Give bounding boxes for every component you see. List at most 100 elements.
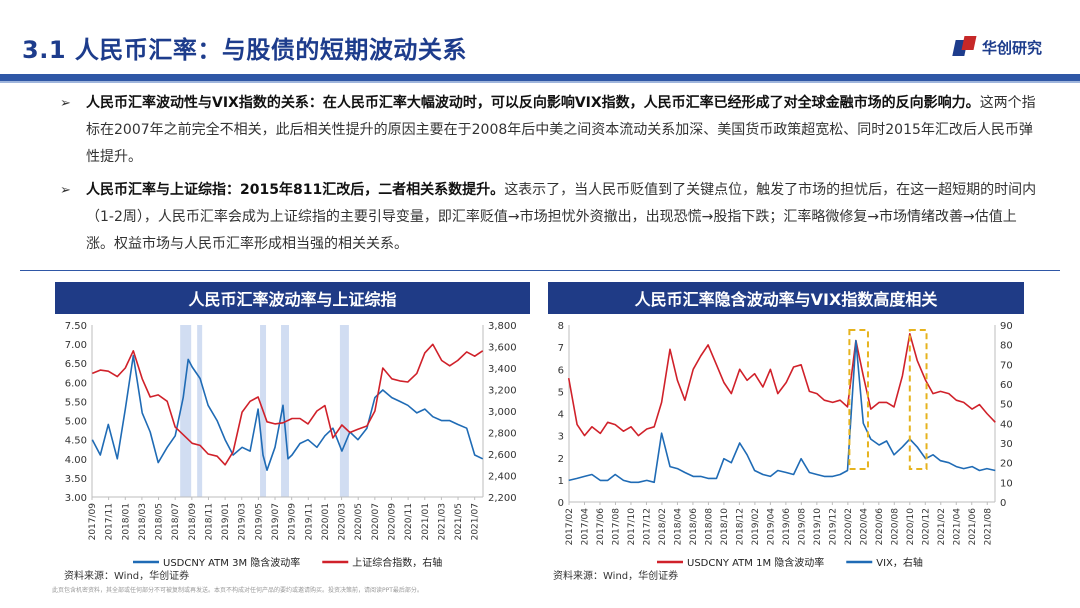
y-right-tick-label: 80 [1000,341,1013,352]
logo: 华创研究 [952,36,1042,58]
x-tick-label: 2019/04 [766,508,776,546]
y-right-tick-label: 3,600 [488,343,517,354]
x-tick-label: 2021/01 [421,503,431,540]
x-tick-label: 2021/06 [968,508,978,546]
right-chart-title: 人民币汇率隐含波动率与VIX指数高度相关 [548,282,1024,314]
x-tick-label: 2017/06 [596,508,606,546]
y-left-tick-label: 3.50 [65,474,87,485]
x-tick-label: 2018/05 [155,503,165,540]
series-line-1 [567,332,996,437]
x-tick-label: 2018/11 [204,503,214,540]
logo-mark-icon [952,36,977,58]
highlight-band [281,325,289,497]
y-right-tick-label: 0 [1000,498,1006,509]
x-tick-label: 2021/03 [437,503,447,540]
y-right-tick-label: 60 [1000,380,1013,391]
y-right-tick-label: 2,600 [488,450,517,461]
y-left-tick-label: 1 [558,476,564,487]
legend-label-2: 上证综合指数，右轴 [352,556,442,569]
bullet-bold-text: 人民币汇率波动性与VIX指数的关系：在人民币汇率大幅波动时，可以反向影响VIX指… [86,95,980,111]
x-tick-label: 2017/02 [565,508,575,545]
right-chart-source: 资料来源：Wind，华创证券 [553,571,679,582]
x-tick-label: 2019/09 [288,503,298,541]
y-left-tick-label: 5.00 [65,417,87,428]
x-tick-label: 2021/04 [952,508,962,546]
left-chart-title: 人民币汇率波动率与上证综指 [55,282,530,314]
page-title: 3.1 人民币汇率：与股债的短期波动关系 [22,36,467,64]
x-tick-label: 2019/10 [813,508,823,546]
x-tick-label: 2018/06 [689,508,699,546]
bullet-item: ➢ 人民币汇率与上证综指：2015年811汇改后，二者相关系数提升。这表示了，当… [60,177,1040,258]
left-chart: 3.00 3.50 4.00 4.50 5.00 5.50 6.00 6.50 7.00 7.50… [65,321,517,569]
x-tick-label: 2019/02 [751,508,761,545]
highlight-band [180,325,192,497]
y-left-tick-label: 4 [558,410,564,421]
y-right-tick-label: 20 [1000,459,1013,470]
bullet-text: 这两个指标在2007年之前完全不相关，此后相关性提升的原因主要在于2008年后中… [86,95,1036,165]
y-right-tick-label: 50 [1000,400,1013,411]
y-left-tick-label: 6.50 [65,359,87,370]
x-tick-label: 2017/10 [627,508,637,546]
x-tick-label: 2020/01 [321,503,331,540]
arrow-bullet-icon: ➢ [60,183,71,198]
x-tick-label: 2019/07 [271,503,281,540]
bullet-item: ➢ 人民币汇率波动性与VIX指数的关系：在人民币汇率大幅波动时，可以反向影响VI… [60,90,1040,171]
x-tick-label: 2020/05 [354,503,364,540]
x-tick-label: 2021/08 [983,508,993,546]
y-left-tick-label: 6.00 [65,378,87,389]
legend-label-2: VIX，右轴 [876,556,923,569]
series-line-1 [91,354,484,471]
x-tick-label: 2017/09 [88,503,98,541]
title-bar-underline [0,81,1080,83]
y-left-tick-label: 6 [558,365,564,376]
x-tick-label: 2018/04 [673,508,683,546]
footer-disclaimer: 此页包含机密资料，其全部或任何部分不可被复制或再发送。本页不构成对任何产品的要约… [52,587,423,594]
bullet-text: 这表示了，当人民币贬值到了关键点位，触发了市场的担忧后，在这一超短期的时间内（1… [86,182,1037,252]
x-tick-label: 2019/12 [828,508,838,545]
highlight-band [197,325,203,497]
left-chart-source: 资料来源：Wind，华创证券 [64,571,190,582]
x-tick-label: 2019/11 [304,503,314,540]
x-tick-label: 2019/05 [254,503,264,540]
x-tick-label: 2018/08 [704,508,714,546]
x-tick-label: 2017/08 [611,508,621,546]
x-tick-label: 2020/07 [371,503,381,540]
y-right-tick-label: 30 [1000,439,1013,450]
x-tick-label: 2019/06 [782,508,792,546]
arrow-bullet-icon: ➢ [60,96,71,111]
x-tick-label: 2018/01 [121,503,131,540]
legend-label-1: USDCNY ATM 3M 隐含波动率 [163,556,300,569]
bullet-list: ➢ 人民币汇率波动性与VIX指数的关系：在人民币汇率大幅波动时，可以反向影响VI… [60,90,1040,264]
x-tick-label: 2020/08 [890,508,900,546]
highlight-box [908,329,928,470]
bullet-bold-text: 人民币汇率与上证综指：2015年811汇改后，二者相关系数提升。 [86,182,505,198]
x-tick-label: 2020/06 [875,508,885,546]
y-left-tick-label: 4.50 [65,436,87,447]
x-tick-label: 2021/02 [937,508,947,545]
x-tick-label: 2019/08 [797,508,807,546]
x-tick-label: 2018/07 [171,503,181,540]
y-left-tick-label: 4.00 [65,455,87,466]
x-tick-label: 2020/11 [404,503,414,540]
y-right-tick-label: 70 [1000,360,1013,371]
y-left-tick-label: 7.00 [65,340,87,351]
x-tick-label: 2018/03 [138,503,148,540]
section-divider [20,270,1060,271]
y-right-tick-label: 10 [1000,478,1013,489]
x-tick-label: 2019/03 [238,503,248,540]
y-right-tick-label: 40 [1000,419,1013,430]
y-right-tick-label: 3,200 [488,386,517,397]
y-right-tick-label: 3,000 [488,407,517,418]
x-tick-label: 2018/12 [735,508,745,545]
x-tick-label: 2019/01 [221,503,231,540]
x-tick-label: 2021/07 [471,503,481,540]
y-left-tick-label: 3 [558,432,564,443]
x-tick-label: 2020/02 [844,508,854,545]
x-tick-label: 2017/11 [105,503,115,540]
x-tick-label: 2017/12 [642,508,652,545]
logo-text: 华创研究 [981,38,1042,57]
y-right-tick-label: 3,800 [488,321,517,332]
y-right-tick-label: 2,400 [488,472,517,483]
legend-label-1: USDCNY ATM 1M 隐含波动率 [687,556,824,569]
